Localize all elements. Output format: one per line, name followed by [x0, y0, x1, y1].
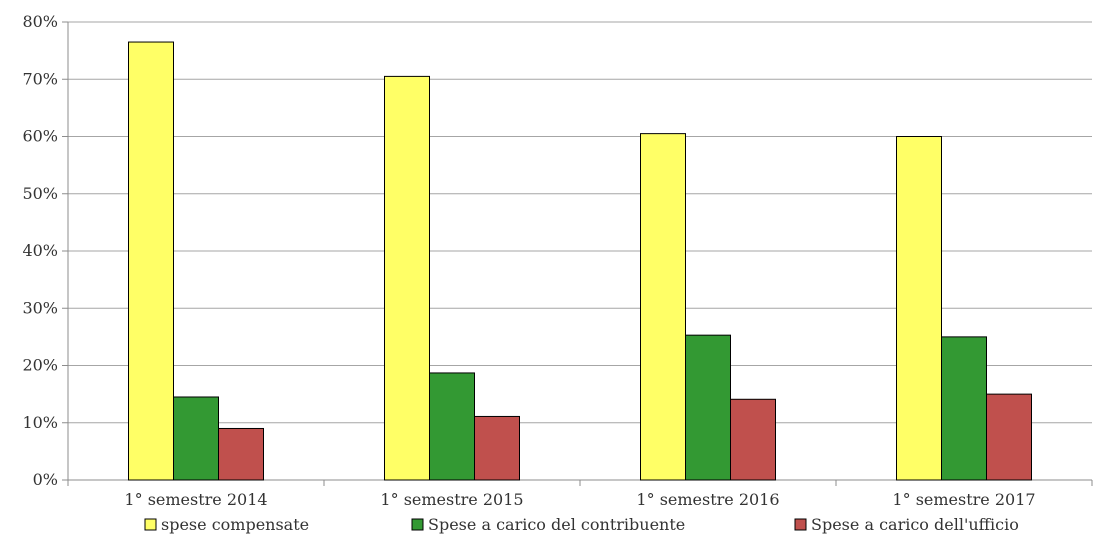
- bar-1-1: [128, 41, 174, 481]
- bar-1-2: [384, 75, 430, 481]
- bar-3-3: [730, 398, 776, 481]
- legend: spese compensate Spese a carico del contr…: [144, 515, 1019, 534]
- bars: [128, 41, 1032, 481]
- x-category-label: 1° semestre 2016: [636, 490, 779, 509]
- bar-3-2: [474, 415, 520, 481]
- legend-label: spese compensate: [161, 515, 309, 534]
- y-tick-label: 80%: [22, 12, 58, 31]
- y-tick-label: 30%: [22, 298, 58, 317]
- y-tick-label: 60%: [22, 127, 58, 146]
- legend-label: Spese a carico del contribuente: [428, 515, 685, 534]
- bar-2-4: [941, 336, 987, 481]
- x-category-label: 1° semestre 2014: [124, 490, 267, 509]
- bar-1-4: [896, 136, 942, 481]
- legend-swatch: [144, 518, 157, 531]
- x-category-label: 1° semestre 2015: [380, 490, 523, 509]
- legend-label: Spese a carico dell'ufficio: [811, 515, 1019, 534]
- legend-item: spese compensate: [144, 515, 309, 534]
- y-tick-label: 40%: [22, 241, 58, 260]
- bar-3-1: [218, 427, 264, 481]
- bar-1-3: [640, 133, 686, 481]
- y-tick-label: 50%: [22, 184, 58, 203]
- y-tick-label: 10%: [22, 413, 58, 432]
- legend-item: Spese a carico dell'ufficio: [794, 515, 1019, 534]
- axis-labels: 0% 10% 20% 30% 40% 50% 60% 70% 80% 1° semestre 20…: [22, 12, 1035, 509]
- x-category-label: 1° semestre 2017: [892, 490, 1035, 509]
- gridlines: [68, 21, 1092, 424]
- y-tick-label: 0%: [33, 470, 58, 489]
- bar-2-1: [173, 396, 219, 481]
- y-tick-label: 70%: [22, 69, 58, 88]
- legend-swatch: [794, 518, 807, 531]
- bar-2-2: [429, 372, 475, 481]
- bar-3-4: [986, 393, 1032, 481]
- bar-2-3: [685, 334, 731, 481]
- legend-item: Spese a carico del contribuente: [411, 515, 685, 534]
- y-tick-label: 20%: [22, 356, 58, 375]
- legend-swatch: [411, 518, 424, 531]
